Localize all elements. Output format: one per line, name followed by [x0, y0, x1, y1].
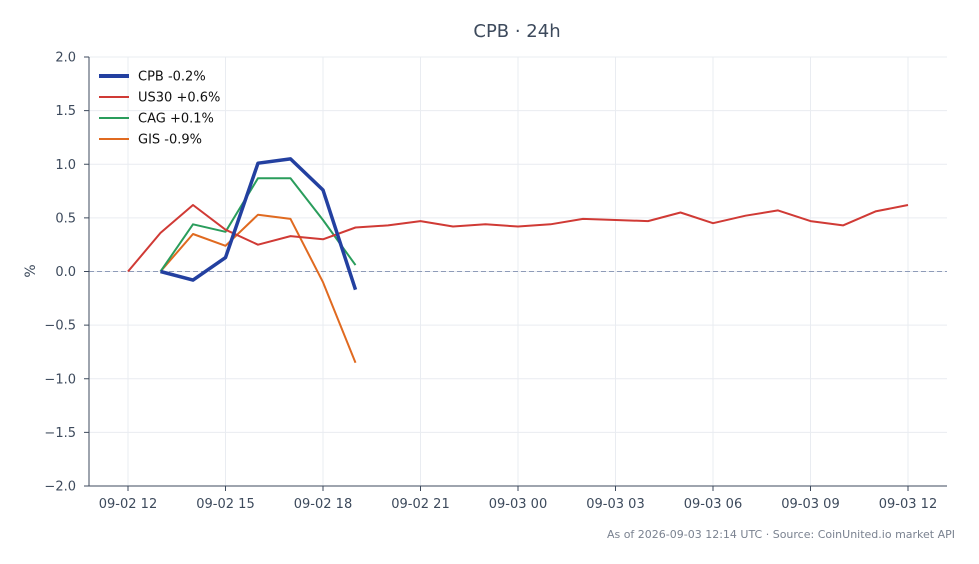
footer-note: As of 2026-09-03 12:14 UTC · Source: Coi… [607, 528, 955, 541]
x-tick-label: 09-02 15 [196, 497, 254, 512]
x-tick-label: 09-03 09 [781, 497, 839, 512]
series-line-2 [127, 204, 909, 273]
y-tick-label: −2.0 [44, 480, 76, 495]
y-tick-label: 1.0 [55, 158, 76, 173]
legend-label-1: CPB -0.2% [138, 70, 206, 85]
x-tick-label: 09-03 06 [684, 497, 742, 512]
y-tick-label: 1.5 [55, 104, 76, 119]
legend-label-4: GIS -0.9% [138, 133, 202, 148]
legend-label-3: CAG +0.1% [138, 112, 214, 127]
axes: 2.0 1.5 1.0 0.5 0.0 −0.5 −1.0 −1.5 −2.0 09-02 12 0… [44, 51, 947, 512]
legend: CPB -0.2% US30 +0.6% CAG +0.1% GIS -0.9% [99, 70, 220, 148]
y-tick-label: 0.0 [55, 265, 76, 280]
x-tick-label: 09-03 12 [879, 497, 937, 512]
x-tick-label: 09-02 21 [391, 497, 449, 512]
x-tick-label: 09-03 00 [489, 497, 547, 512]
y-tick-label: −1.0 [44, 372, 76, 387]
x-tick-label: 09-03 03 [586, 497, 644, 512]
chart-title: CPB · 24h [473, 21, 560, 42]
y-axis-label: % [23, 264, 39, 277]
x-tick-label: 09-02 12 [99, 497, 157, 512]
y-tick-label: 2.0 [55, 51, 76, 66]
y-tick-label: −1.5 [44, 426, 76, 441]
legend-label-2: US30 +0.6% [138, 91, 220, 106]
y-tick-label: 0.5 [55, 211, 76, 226]
series-line-3 [159, 177, 357, 273]
series-layer [127, 157, 909, 364]
series-line-4 [159, 213, 357, 364]
series-line-1 [160, 157, 358, 291]
x-tick-label: 09-02 18 [294, 497, 352, 512]
y-tick-label: −0.5 [44, 319, 76, 334]
